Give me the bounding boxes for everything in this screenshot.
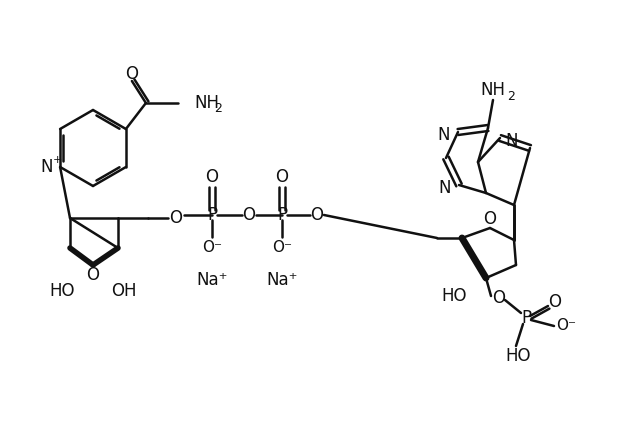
Text: O: O xyxy=(548,293,561,311)
Text: N: N xyxy=(439,179,451,197)
Text: NH: NH xyxy=(194,94,219,112)
Text: 2: 2 xyxy=(507,89,515,102)
Text: O: O xyxy=(170,209,182,227)
Text: O⁻: O⁻ xyxy=(202,240,222,254)
Text: O: O xyxy=(243,206,255,224)
Text: O: O xyxy=(483,210,497,228)
Text: NH: NH xyxy=(481,81,506,99)
Text: HO: HO xyxy=(505,347,531,365)
Text: O⁻: O⁻ xyxy=(272,240,292,254)
Text: O: O xyxy=(125,65,138,83)
Text: +: + xyxy=(52,155,62,165)
Text: 2: 2 xyxy=(214,101,222,114)
Text: Na⁺: Na⁺ xyxy=(196,271,228,289)
Text: O: O xyxy=(86,266,99,284)
Text: HO: HO xyxy=(441,287,467,305)
Text: N: N xyxy=(506,132,518,150)
Text: O⁻: O⁻ xyxy=(556,319,576,333)
Text: Na⁺: Na⁺ xyxy=(266,271,298,289)
Text: P: P xyxy=(521,309,531,327)
Text: P: P xyxy=(277,206,287,224)
Text: O: O xyxy=(310,206,323,224)
Text: P: P xyxy=(207,206,217,224)
Text: HO: HO xyxy=(49,282,75,300)
Text: O: O xyxy=(493,289,506,307)
Text: OH: OH xyxy=(111,282,136,300)
Text: N: N xyxy=(438,126,451,144)
Text: O: O xyxy=(275,168,289,186)
Text: N: N xyxy=(41,158,53,176)
Text: O: O xyxy=(205,168,218,186)
